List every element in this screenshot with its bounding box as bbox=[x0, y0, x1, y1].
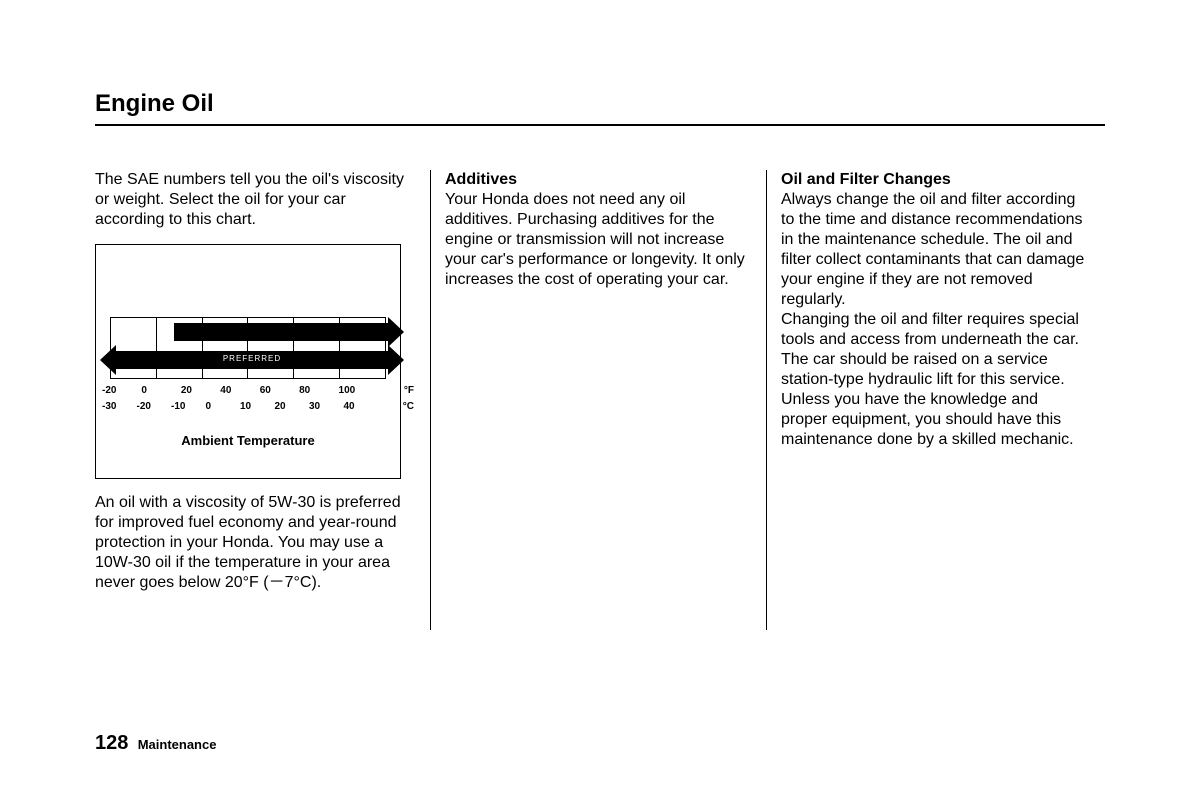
page-title: Engine Oil bbox=[95, 90, 1105, 126]
content-columns: The SAE numbers tell you the oil's visco… bbox=[95, 170, 1105, 630]
oil-filter-body-1: Always change the oil and filter accordi… bbox=[781, 190, 1088, 310]
range-arrow-10w30 bbox=[174, 323, 390, 341]
intro-text: The SAE numbers tell you the oil's visco… bbox=[95, 170, 416, 230]
oil-filter-heading: Oil and Filter Changes bbox=[781, 170, 1088, 190]
manual-page: Engine Oil The SAE numbers tell you the … bbox=[0, 0, 1200, 791]
section-label: Maintenance bbox=[138, 737, 217, 752]
page-footer: 128 Maintenance bbox=[95, 732, 216, 755]
additives-body: Your Honda does not need any oil additiv… bbox=[445, 190, 752, 290]
column-additives: Additives Your Honda does not need any o… bbox=[431, 170, 766, 630]
page-number: 128 bbox=[95, 732, 128, 754]
column-oil-filter: Oil and Filter Changes Always change the… bbox=[767, 170, 1102, 630]
unit-c: °C bbox=[403, 401, 414, 412]
preferred-label: PREFERRED bbox=[223, 354, 281, 363]
column-viscosity: The SAE numbers tell you the oil's visco… bbox=[95, 170, 430, 630]
viscosity-chart: PREFERRED -20 0 20 40 60 80 100 °F -30 bbox=[95, 244, 401, 479]
chart-caption: Ambient Temperature bbox=[104, 433, 392, 448]
range-arrow-5w30: PREFERRED bbox=[114, 351, 390, 369]
unit-f: °F bbox=[404, 385, 414, 396]
additives-heading: Additives bbox=[445, 170, 752, 190]
oil-filter-body-2: Changing the oil and filter requires spe… bbox=[781, 310, 1088, 450]
outro-text: An oil with a viscosity of 5W-30 is pref… bbox=[95, 493, 416, 593]
